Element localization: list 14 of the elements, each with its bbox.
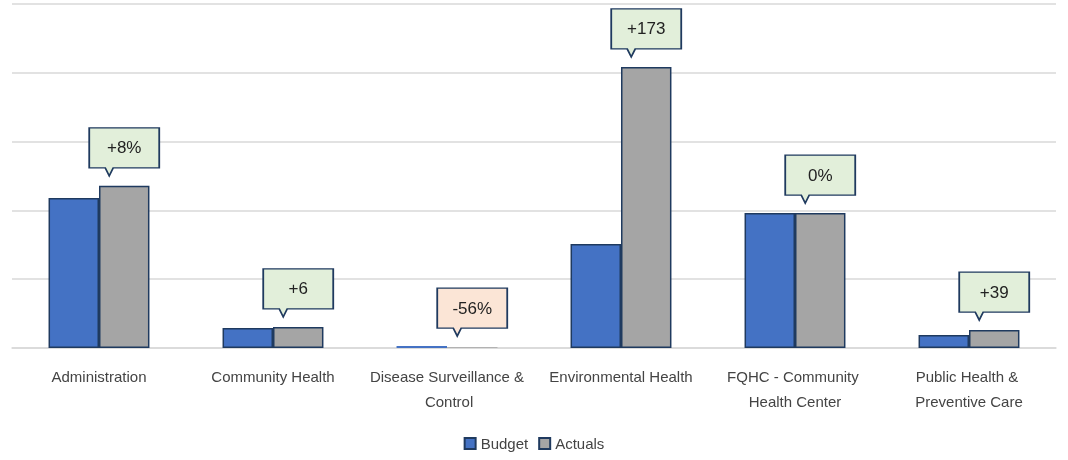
annotation: +8% [106, 138, 142, 158]
annotation: 0% [807, 165, 833, 185]
x-tick-label: Public Health & Preventive Care [915, 368, 1023, 410]
annotation: +6 [288, 279, 308, 299]
annotation: -56% [452, 298, 493, 318]
x-tick-label: Environmental Health [549, 368, 693, 385]
x-tick-label: Administration [51, 368, 147, 385]
x-tick-label: Disease Surveillance & Control [369, 368, 525, 410]
x-tick-label: Community Health [211, 368, 335, 385]
annotation: +39 [979, 282, 1009, 302]
legend-label: Actuals [555, 435, 605, 452]
x-tick-label: FQHC - Community Health Center [727, 368, 863, 410]
text: +173 [627, 19, 666, 39]
legend-label: Budget [480, 435, 530, 452]
